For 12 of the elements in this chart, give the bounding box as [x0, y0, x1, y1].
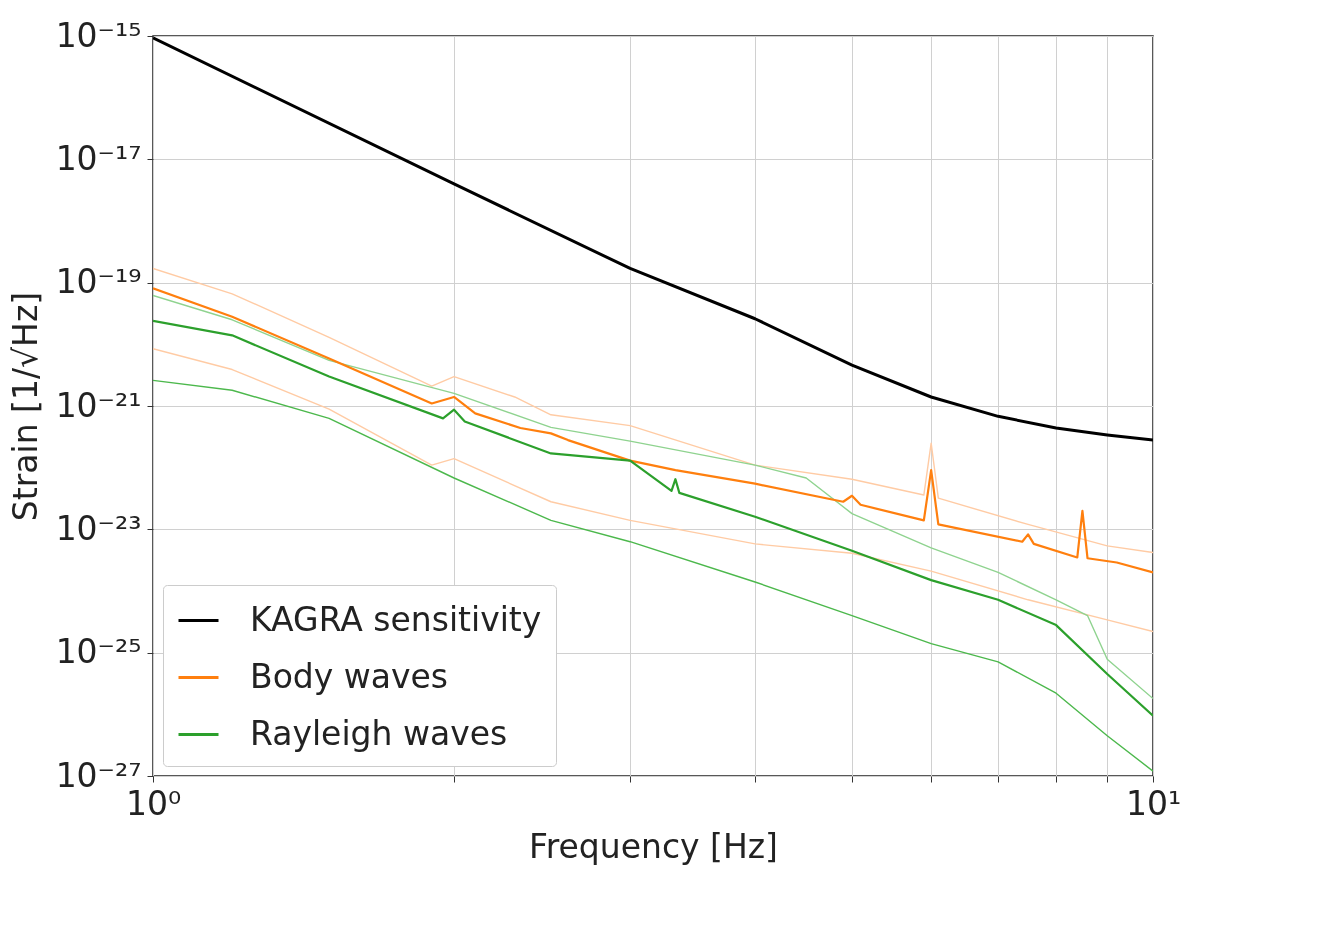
x-tick-label: 10¹ — [1125, 783, 1182, 823]
y-tick-label: 10⁻²¹ — [55, 385, 142, 425]
y-axis-title: Strain [1/√Hz] — [5, 291, 45, 522]
y-tick-label: 10⁻²³ — [55, 508, 142, 548]
legend-label: Rayleigh waves — [250, 713, 508, 753]
legend-label: Body waves — [250, 656, 449, 696]
y-tick-label: 10⁻¹⁷ — [55, 138, 142, 178]
y-tick-label: 10⁻¹⁹ — [55, 262, 142, 302]
y-tick-label: 10⁻²⁵ — [55, 632, 142, 672]
x-axis-title: Frequency [Hz] — [529, 826, 778, 866]
legend-label: KAGRA sensitivity — [250, 599, 542, 639]
y-tick-label: 10⁻¹⁵ — [55, 15, 142, 55]
